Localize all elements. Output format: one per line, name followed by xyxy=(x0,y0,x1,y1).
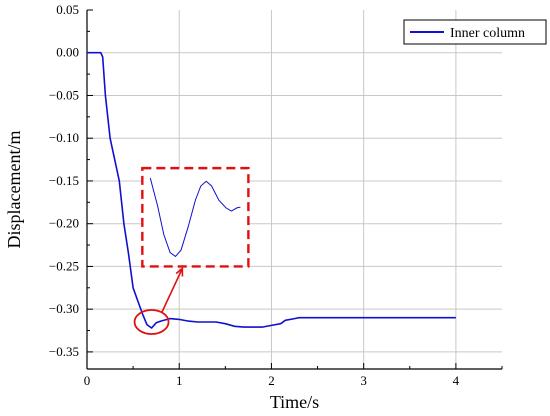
y-tick-label: −0.35 xyxy=(49,344,79,359)
y-tick-label: −0.15 xyxy=(49,173,79,188)
y-axis-label: Displacement/m xyxy=(4,131,24,249)
x-tick-label: 3 xyxy=(360,373,367,388)
zoom-annotation xyxy=(133,166,250,335)
x-tick-label: 1 xyxy=(176,373,183,388)
ticks: 0 1 2 3 4 0.05 0.00 −0.05 −0.10 −0.15 −0.20 −0.25 −0… xyxy=(49,2,503,388)
x-axis-label: Time/s xyxy=(270,392,319,412)
series-line-inner-column xyxy=(87,51,456,329)
x-tick-label: 4 xyxy=(453,373,460,388)
y-tick-label: −0.10 xyxy=(49,130,79,145)
x-tick-label: 0 xyxy=(84,373,91,388)
zoom-arrow-line xyxy=(160,268,184,314)
series-group xyxy=(87,51,456,329)
y-tick-label: −0.05 xyxy=(49,87,79,102)
zoom-inset-box xyxy=(141,166,250,268)
y-tick-label: −0.25 xyxy=(49,258,79,273)
y-tick-label: 0.00 xyxy=(56,45,79,60)
legend-label: Inner column xyxy=(450,26,525,41)
x-tick-label: 2 xyxy=(268,373,275,388)
y-tick-label: −0.20 xyxy=(49,216,79,231)
zoom-arrow-head xyxy=(175,266,184,277)
zoom-circle xyxy=(133,309,170,335)
legend: Inner column xyxy=(403,19,547,45)
gridlines xyxy=(87,10,502,369)
y-tick-label: 0.05 xyxy=(56,2,79,17)
y-tick-label: −0.30 xyxy=(49,301,79,316)
zoom-inset-curve xyxy=(149,177,241,258)
